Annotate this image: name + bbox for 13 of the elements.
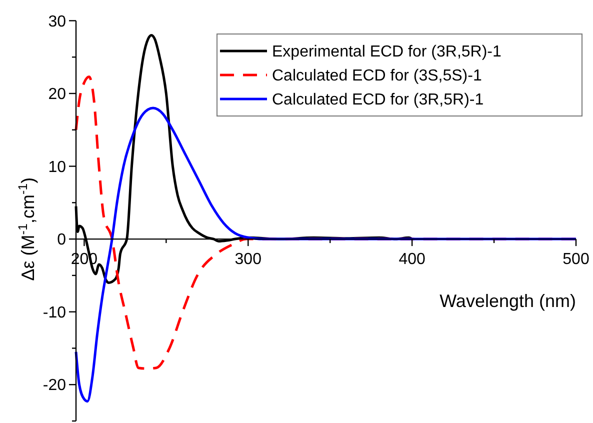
x-axis-title: Wavelength (nm) [440,291,576,312]
y-tick-label: 20 [48,86,66,104]
legend-label: Experimental ECD for (3R,5R)-1 [272,44,502,61]
legend-label: Calculated ECD for (3R,5R)-1 [272,92,484,109]
y-tick-label: 30 [48,13,66,30]
y-tick-label: 0 [57,232,66,249]
x-tick-label: 300 [234,251,262,268]
legend-label: Calculated ECD for (3S,5S)-1 [272,68,482,85]
y-tick-label: -10 [42,304,66,322]
x-tick-label: 500 [562,251,590,268]
x-tick-label: 400 [398,251,426,268]
y-tick-label: -20 [42,377,66,394]
y-tick-label: 10 [48,158,66,176]
